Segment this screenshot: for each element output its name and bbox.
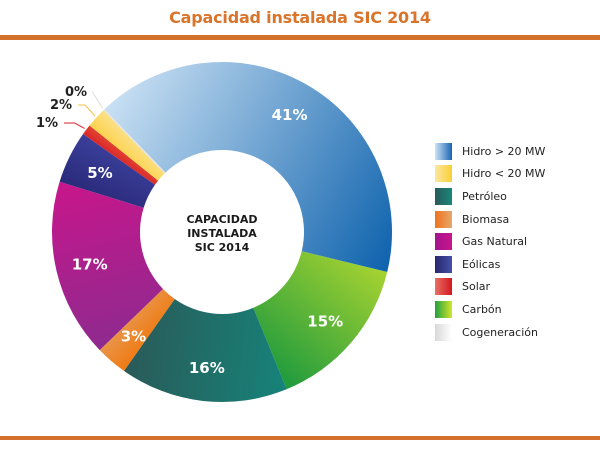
slice-gas-natural — [52, 181, 164, 351]
legend-label: Eólicas — [462, 257, 501, 271]
slice-solar — [83, 125, 159, 185]
data-label-hidro-20-mw: 2% — [50, 98, 72, 113]
slice-biomasa — [99, 288, 175, 371]
legend-item-petroleo: Petróleo — [435, 185, 545, 208]
data-label-eolicas: 5% — [87, 164, 112, 182]
legend-label: Carbón — [462, 302, 502, 316]
legend-label: Hidro < 20 MW — [462, 167, 546, 181]
legend-label: Hidro > 20 MW — [462, 144, 546, 158]
legend-swatch — [435, 142, 452, 160]
callouts-group — [64, 91, 103, 129]
legend-swatch — [435, 255, 452, 273]
center-label-line-1: CAPACIDAD — [186, 213, 257, 226]
slice-eolicas — [59, 134, 155, 208]
center-label-line-3: SIC 2014 — [195, 241, 250, 254]
data-label-carbon: 15% — [307, 313, 343, 331]
legend-label: Biomasa — [462, 212, 510, 226]
legend-swatch — [435, 323, 452, 341]
slice-petroleo — [124, 299, 287, 403]
slice-hidro-20-mw — [103, 61, 392, 272]
data-label-biomasa: 3% — [121, 327, 146, 345]
data-label-solar: 1% — [36, 116, 58, 131]
data-label-hidro-20-mw: 41% — [272, 106, 308, 124]
bottom-divider — [0, 436, 600, 440]
legend-swatch — [435, 300, 452, 318]
legend-swatch — [435, 278, 452, 296]
data-label-gas-natural: 17% — [72, 256, 108, 274]
page-title: Capacidad instalada SIC 2014 — [169, 8, 431, 27]
legend-item-solar: Solar — [435, 276, 545, 299]
callout-line-cogeneracion — [91, 91, 103, 109]
data-labels-group: 41% 15% 16% 3% 17% 5% 1% 2%0% — [36, 85, 343, 377]
legend-item-cogeneracion: Cogeneración — [435, 321, 545, 344]
legend: Hidro > 20 MW Hidro < 20 MW Petróleo Bio… — [435, 140, 545, 343]
data-label-cogeneracion: 0% — [65, 85, 87, 100]
slice-carbon — [253, 251, 388, 390]
legend-label: Cogeneración — [462, 325, 538, 339]
slice-hidro-20-mw — [89, 109, 166, 181]
center-label-line-2: INSTALADA — [187, 227, 257, 240]
legend-item-hidro-menor-20: Hidro < 20 MW — [435, 163, 545, 186]
legend-item-gas-natural: Gas Natural — [435, 230, 545, 253]
legend-item-carbon: Carbón — [435, 298, 545, 321]
legend-swatch — [435, 233, 452, 251]
top-divider — [0, 35, 600, 40]
legend-swatch — [435, 165, 452, 183]
legend-item-biomasa: Biomasa — [435, 208, 545, 231]
callout-line-hidro-20-mw — [78, 104, 96, 117]
callout-line-solar — [64, 122, 85, 129]
legend-swatch — [435, 187, 452, 205]
data-label-petroleo: 16% — [189, 359, 225, 377]
legend-item-hidro-mayor-20: Hidro > 20 MW — [435, 140, 545, 163]
legend-label: Gas Natural — [462, 235, 528, 249]
slice-cogeneracion — [103, 109, 166, 174]
legend-label: Petróleo — [462, 189, 507, 203]
legend-label: Solar — [462, 280, 491, 294]
legend-swatch — [435, 210, 452, 228]
slices-group — [52, 61, 392, 403]
legend-item-eolicas: Eólicas — [435, 253, 545, 276]
center-label: CAPACIDAD INSTALADA SIC 2014 — [186, 213, 257, 254]
